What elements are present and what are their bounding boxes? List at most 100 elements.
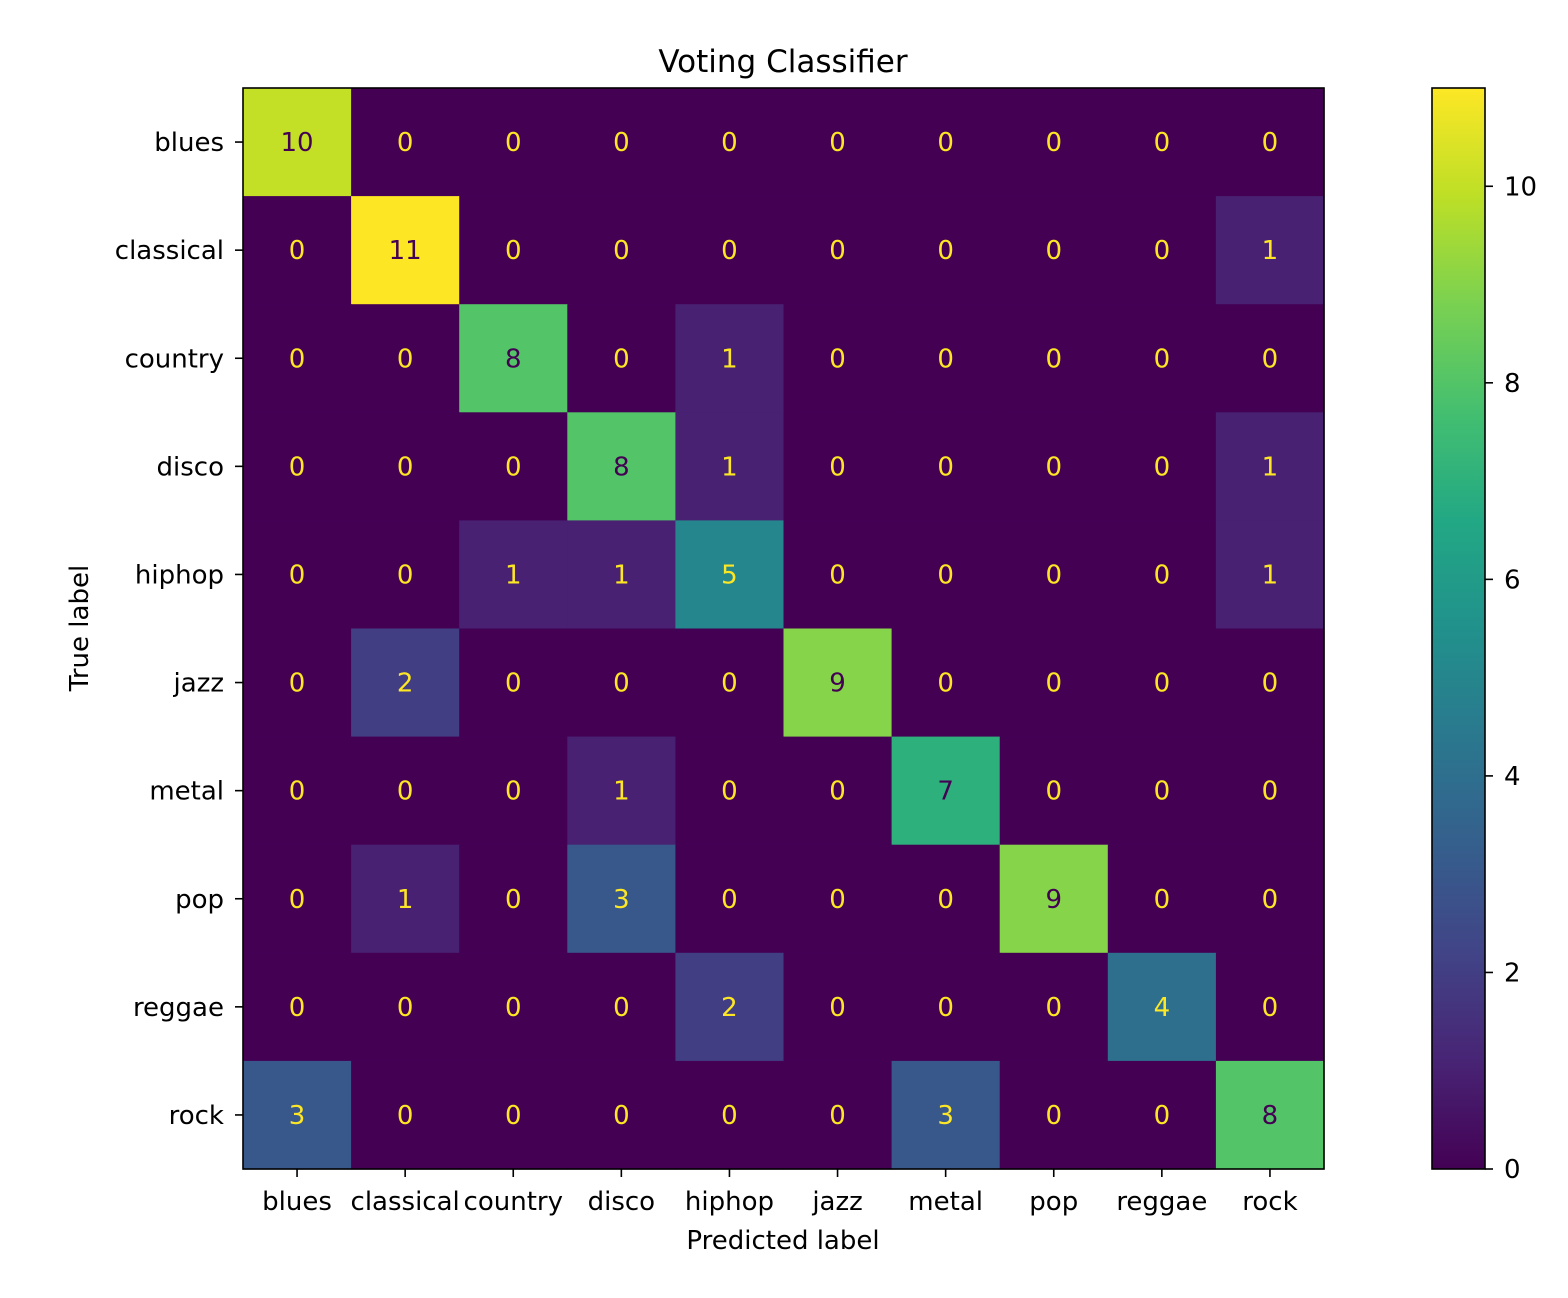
heatmap-cell: [783, 736, 893, 846]
heatmap-cell: [1107, 1060, 1217, 1170]
cell-value-label: 0: [937, 128, 954, 158]
x-tick-label: country: [464, 1187, 563, 1217]
heatmap-cell: [567, 304, 676, 413]
heatmap-cell: [567, 196, 676, 305]
heatmap-cell: [243, 736, 352, 846]
colorbar: 0 2 4 6 8 10: [1431, 87, 1537, 1185]
heatmap-cell: [459, 520, 568, 630]
cell-value-label: 1: [1262, 560, 1279, 590]
heatmap-cell: [567, 736, 676, 846]
heatmap-cell: [243, 196, 352, 305]
y-tick-label: jazz: [173, 669, 224, 699]
heatmap-cell: [1107, 952, 1217, 1062]
chart-title: Voting Classifier: [658, 44, 907, 80]
heatmap-cell: [675, 412, 785, 521]
y-tick-label: metal: [149, 777, 224, 807]
y-tick-label: classical: [115, 236, 224, 266]
heatmap-cell: [351, 1060, 460, 1170]
cell-value-label: 8: [613, 452, 630, 482]
cell-value-label: 0: [937, 560, 954, 590]
colorbar-tick-label: 2: [1504, 958, 1521, 988]
heatmap-cell: [459, 952, 568, 1062]
cell-value-label: 0: [397, 344, 414, 374]
heatmap-cell: [459, 736, 568, 846]
cell-value-label: 0: [397, 777, 414, 807]
cell-value-label: 1: [721, 344, 738, 374]
cell-value-label: 0: [505, 885, 522, 915]
y-axis-label: True label: [65, 565, 95, 692]
heatmap-cell: [243, 520, 352, 630]
x-tick-label: reggae: [1116, 1187, 1207, 1217]
cell-value-label: 0: [721, 777, 738, 807]
heatmap-cell: [243, 1060, 352, 1170]
heatmap-cell: [999, 628, 1109, 738]
y-tick-label: disco: [157, 452, 224, 482]
heatmap-cell: [243, 628, 352, 738]
cell-value-label: 0: [505, 777, 522, 807]
heatmap-cell: [351, 412, 460, 521]
heatmap-cell: [459, 844, 568, 954]
x-tick-label: metal: [908, 1187, 983, 1217]
cell-value-label: 0: [397, 560, 414, 590]
cell-value-label: 1: [721, 452, 738, 482]
heatmap-cell: [783, 88, 893, 197]
x-tick-label: hiphop: [685, 1187, 774, 1217]
heatmap-cell: [1215, 304, 1325, 413]
cell-value-label: 0: [397, 993, 414, 1023]
heatmap-cell: [1215, 736, 1325, 846]
heatmap-cell: [243, 952, 352, 1062]
heatmap-cell: [243, 412, 352, 521]
heatmap-cell: [1215, 88, 1325, 197]
x-tick-label: classical: [351, 1187, 460, 1217]
colorbar-tick-label: 4: [1504, 762, 1521, 792]
heatmap-cell: [891, 736, 1001, 846]
heatmap-cell: [567, 88, 676, 197]
cell-value-label: 0: [1154, 128, 1171, 158]
cell-value-label: 0: [289, 669, 306, 699]
cell-value-label: 0: [1154, 885, 1171, 915]
heatmap-cell: [999, 196, 1109, 305]
cell-value-label: 0: [613, 1101, 630, 1131]
cell-value-label: 8: [1262, 1101, 1279, 1131]
cell-value-label: 0: [721, 128, 738, 158]
cell-value-label: 9: [829, 669, 846, 699]
cell-value-label: 0: [289, 993, 306, 1023]
y-tick-label: rock: [169, 1101, 224, 1131]
heatmap-cell: [567, 628, 676, 738]
cell-value-label: 0: [1045, 452, 1062, 482]
heatmap-cell: [351, 952, 460, 1062]
heatmap-cell: [1215, 952, 1325, 1062]
cell-value-label: 0: [613, 344, 630, 374]
heatmap-cell: [351, 304, 460, 413]
cell-value-label: 0: [937, 885, 954, 915]
heatmap-cell: [783, 304, 893, 413]
heatmap-cell: [891, 520, 1001, 630]
heatmap-cell: [999, 844, 1109, 954]
cell-value-label: 9: [1045, 885, 1062, 915]
heatmap-cell: [1215, 628, 1325, 738]
cell-value-label: 0: [1154, 777, 1171, 807]
cell-value-label: 11: [389, 236, 422, 266]
cell-value-label: 0: [505, 128, 522, 158]
colorbar-frame: [1431, 87, 1486, 1170]
heatmap-cell: [999, 88, 1109, 197]
cell-value-label: 3: [289, 1101, 306, 1131]
cell-value-label: 0: [1262, 669, 1279, 699]
heatmap-cell: [351, 520, 460, 630]
heatmap-cell: [1107, 196, 1217, 305]
cell-value-label: 0: [289, 885, 306, 915]
x-tick-label: pop: [1029, 1187, 1078, 1217]
cell-value-label: 0: [1045, 128, 1062, 158]
x-tick-label: disco: [588, 1187, 655, 1217]
heatmap-cell: [1215, 844, 1325, 954]
heatmap-cell: [999, 412, 1109, 521]
heatmap-cell: [999, 952, 1109, 1062]
heatmap-cell: [1215, 1060, 1325, 1170]
cell-value-label: 0: [1262, 128, 1279, 158]
heatmap-cell: [351, 196, 460, 305]
heatmap-cell: [783, 1060, 893, 1170]
heatmap-cell: [675, 88, 785, 197]
cell-value-label: 2: [721, 993, 738, 1023]
y-tick-label: hiphop: [135, 560, 224, 590]
